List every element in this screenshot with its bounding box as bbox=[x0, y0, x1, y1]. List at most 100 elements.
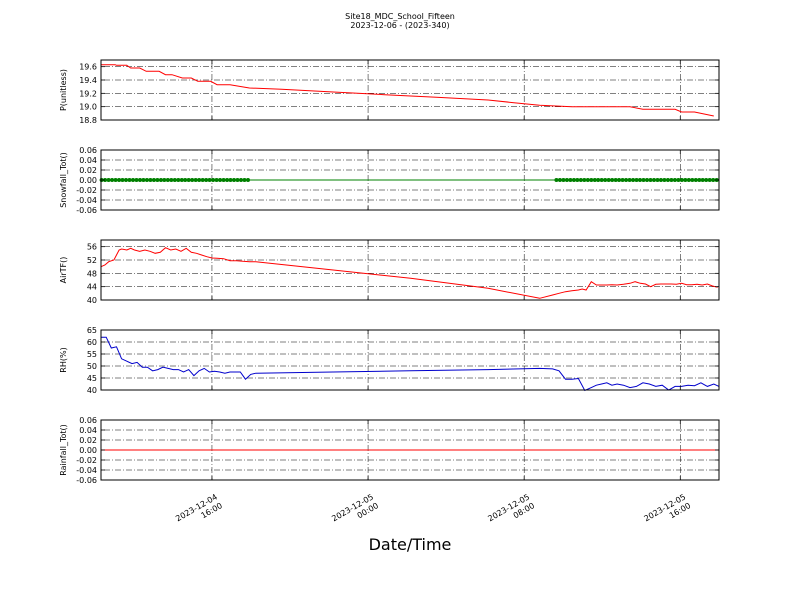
data-point-2-1-29 bbox=[655, 178, 660, 182]
y-tick-label-5-5: -0.04 bbox=[76, 466, 97, 475]
data-point-2-1-0 bbox=[554, 178, 559, 182]
data-point-2-0-18 bbox=[162, 178, 167, 182]
data-point-2-0-3 bbox=[110, 178, 115, 182]
data-point-2-0-16 bbox=[155, 178, 160, 182]
y-tick-label-4-0: 65 bbox=[87, 326, 97, 335]
data-point-2-0-28 bbox=[197, 178, 202, 182]
data-point-2-1-31 bbox=[662, 178, 667, 182]
data-point-2-1-21 bbox=[627, 178, 632, 182]
data-point-2-1-9 bbox=[585, 178, 590, 182]
data-point-2-0-8 bbox=[127, 178, 132, 182]
data-point-2-0-12 bbox=[141, 178, 146, 182]
y-tick-label-3-0: 56 bbox=[87, 243, 97, 252]
data-point-2-1-28 bbox=[652, 178, 656, 182]
y-tick-label-2-0: 0.06 bbox=[79, 146, 97, 155]
axes-frame-4 bbox=[100, 329, 720, 391]
data-point-2-0-32 bbox=[211, 178, 216, 182]
data-point-2-0-14 bbox=[148, 178, 153, 182]
data-point-2-0-4 bbox=[113, 178, 118, 182]
y-tick-label-3-4: 40 bbox=[87, 296, 97, 305]
data-point-2-0-7 bbox=[124, 178, 128, 182]
data-point-2-1-44 bbox=[707, 178, 712, 182]
data-point-2-1-35 bbox=[676, 178, 681, 182]
data-point-2-1-12 bbox=[596, 178, 601, 182]
y-tick-label-5-2: 0.02 bbox=[79, 436, 97, 445]
data-point-2-0-33 bbox=[214, 178, 219, 182]
data-point-2-1-14 bbox=[603, 178, 608, 182]
data-point-2-0-20 bbox=[169, 178, 174, 182]
data-point-2-0-34 bbox=[218, 178, 223, 182]
data-point-2-1-24 bbox=[638, 178, 642, 182]
data-point-2-0-39 bbox=[235, 178, 240, 182]
y-axis-label-3: AirTF() bbox=[59, 257, 68, 284]
data-point-2-0-11 bbox=[138, 178, 142, 182]
subplots-group: 19.619.419.219.018.8P(unitless)0.060.040… bbox=[59, 59, 720, 523]
data-point-2-1-7 bbox=[578, 178, 583, 182]
data-point-2-1-20 bbox=[624, 178, 629, 182]
data-point-2-0-25 bbox=[186, 178, 191, 182]
data-point-2-0-24 bbox=[183, 178, 188, 182]
data-point-2-0-31 bbox=[207, 178, 212, 182]
data-point-2-0-17 bbox=[158, 178, 163, 182]
data-point-2-0-10 bbox=[134, 178, 139, 182]
axes-frame-3 bbox=[100, 239, 720, 301]
data-point-2-1-6 bbox=[575, 178, 580, 182]
data-point-2-0-26 bbox=[190, 178, 195, 182]
data-point-2-1-37 bbox=[683, 178, 688, 182]
data-point-2-1-34 bbox=[672, 178, 677, 182]
data-point-2-1-2 bbox=[561, 178, 566, 182]
y-tick-label-1-2: 19.2 bbox=[79, 89, 97, 98]
y-tick-label-4-3: 50 bbox=[87, 362, 97, 371]
data-point-2-0-22 bbox=[176, 178, 181, 182]
y-tick-label-1-1: 19.4 bbox=[79, 76, 97, 85]
data-point-2-0-42 bbox=[246, 178, 250, 182]
data-point-2-1-25 bbox=[641, 178, 646, 182]
data-point-2-0-29 bbox=[200, 178, 205, 182]
data-point-2-1-30 bbox=[658, 178, 663, 182]
y-tick-label-2-3: 0.00 bbox=[79, 176, 97, 185]
y-tick-label-5-3: 0.00 bbox=[79, 446, 97, 455]
y-tick-label-5-4: -0.02 bbox=[76, 456, 97, 465]
data-point-2-1-4 bbox=[568, 178, 573, 182]
data-point-2-1-42 bbox=[700, 178, 705, 182]
y-tick-label-5-0: 0.06 bbox=[79, 416, 97, 425]
figure-title: Site18_MDC_School_Fifteen bbox=[345, 12, 455, 21]
y-tick-label-5-6: -0.06 bbox=[76, 476, 97, 485]
data-point-2-0-38 bbox=[232, 178, 236, 182]
y-tick-label-4-2: 55 bbox=[87, 350, 97, 359]
data-point-2-1-32 bbox=[665, 178, 670, 182]
data-point-2-1-3 bbox=[564, 178, 569, 182]
y-axis-label-1: P(unitless) bbox=[59, 69, 68, 111]
y-tick-label-5-1: 0.04 bbox=[79, 426, 97, 435]
data-point-2-1-10 bbox=[589, 178, 594, 182]
series-line-4 bbox=[101, 336, 720, 392]
data-point-2-0-9 bbox=[131, 178, 135, 182]
data-point-2-0-21 bbox=[172, 178, 177, 182]
data-point-2-0-6 bbox=[120, 178, 125, 182]
y-tick-label-3-1: 52 bbox=[87, 256, 97, 265]
data-point-2-0-37 bbox=[228, 178, 233, 182]
y-tick-label-3-3: 44 bbox=[87, 283, 97, 292]
data-point-2-1-17 bbox=[613, 178, 618, 182]
y-tick-label-2-5: -0.04 bbox=[76, 196, 97, 205]
y-axis-label-4: RH(%) bbox=[59, 347, 68, 372]
data-point-2-0-13 bbox=[144, 178, 149, 182]
data-point-2-1-16 bbox=[610, 178, 615, 182]
y-tick-label-2-1: 0.04 bbox=[79, 156, 97, 165]
y-tick-label-2-2: 0.02 bbox=[79, 166, 97, 175]
data-point-2-1-19 bbox=[620, 178, 625, 182]
data-point-2-1-22 bbox=[631, 178, 636, 182]
x-axis-label: Date/Time bbox=[369, 535, 452, 554]
data-point-2-1-26 bbox=[645, 178, 649, 182]
data-point-2-1-39 bbox=[690, 178, 695, 182]
data-point-2-1-5 bbox=[571, 178, 576, 182]
y-tick-label-4-1: 60 bbox=[87, 338, 97, 347]
figure-subtitle: 2023-12-06 - (2023-340) bbox=[350, 21, 449, 30]
y-tick-label-1-3: 19.0 bbox=[79, 103, 97, 112]
data-point-2-0-40 bbox=[239, 178, 243, 182]
data-point-2-1-1 bbox=[557, 178, 562, 182]
data-point-2-1-18 bbox=[617, 178, 622, 182]
